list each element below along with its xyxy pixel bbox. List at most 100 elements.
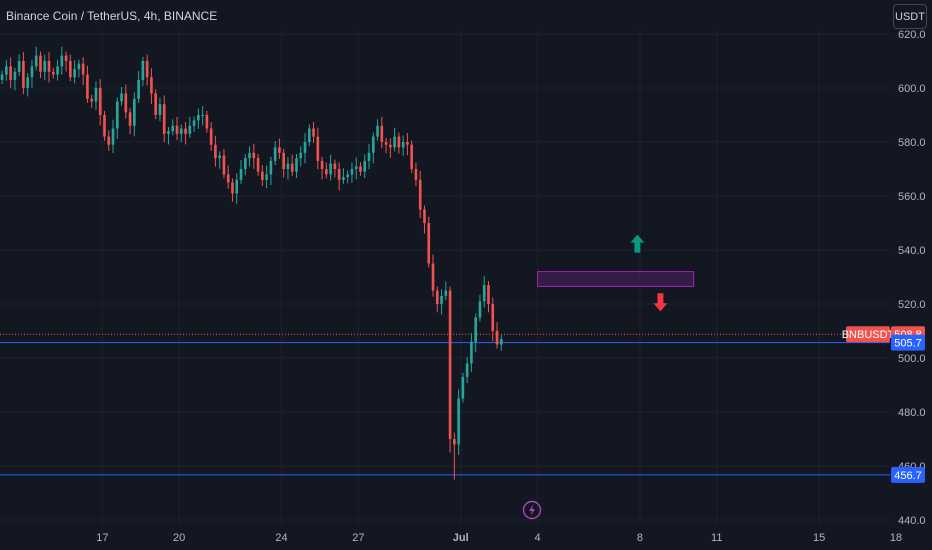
candle-body bbox=[299, 152, 303, 159]
candle-body bbox=[39, 55, 42, 72]
resistance-zone[interactable] bbox=[537, 271, 695, 287]
candle-body bbox=[218, 155, 222, 159]
arrows bbox=[630, 234, 668, 312]
chart-title: Binance Coin / TetherUS, 4h, BINANCE bbox=[6, 9, 218, 23]
candle-body bbox=[17, 61, 21, 72]
price-tick: 620.0 bbox=[898, 29, 926, 41]
time-tick: 8 bbox=[637, 532, 643, 544]
candle-body bbox=[376, 125, 379, 137]
candle-body bbox=[261, 171, 264, 180]
candle-body bbox=[103, 115, 106, 137]
candle-body bbox=[316, 136, 320, 161]
candle-body bbox=[158, 104, 162, 115]
zone-rectangle bbox=[537, 271, 695, 287]
candle-body bbox=[128, 112, 132, 126]
candle-body bbox=[303, 142, 307, 153]
price-tick: 560.0 bbox=[898, 191, 926, 203]
candle-body bbox=[491, 304, 495, 331]
candle-body bbox=[222, 155, 226, 175]
time-axis[interactable]: 17202427Jul4811151822 bbox=[96, 532, 932, 544]
candle-body bbox=[81, 63, 85, 75]
candle-body bbox=[470, 341, 473, 364]
candle-body bbox=[86, 74, 89, 99]
candle-body bbox=[457, 398, 460, 445]
candle-body bbox=[197, 115, 200, 121]
candle-body bbox=[389, 144, 392, 148]
candle-body bbox=[333, 163, 337, 169]
candle-body bbox=[265, 174, 268, 180]
candle-body bbox=[133, 98, 136, 126]
candle-body bbox=[401, 142, 405, 148]
candle-body bbox=[423, 209, 426, 223]
time-tick: 4 bbox=[534, 532, 540, 544]
level-tag-value: 505.7 bbox=[894, 338, 922, 350]
lightning-bolt bbox=[529, 504, 535, 516]
candle-body bbox=[384, 142, 388, 145]
price-axis[interactable]: 440.0460.0480.0500.0520.0540.0560.0580.0… bbox=[898, 29, 926, 527]
candle-body bbox=[380, 125, 384, 142]
candle-body bbox=[9, 66, 12, 80]
candle-body bbox=[325, 169, 328, 175]
candle-body bbox=[312, 128, 315, 137]
candle-body bbox=[342, 177, 345, 180]
candle-body bbox=[5, 66, 8, 75]
candle-body bbox=[47, 61, 51, 72]
candle-body bbox=[192, 120, 196, 126]
candle-body bbox=[90, 98, 94, 102]
candle-body bbox=[77, 63, 81, 70]
candle-body bbox=[188, 125, 192, 134]
price-tick: 520.0 bbox=[898, 299, 926, 311]
price-tick: 440.0 bbox=[898, 515, 926, 527]
candle-body bbox=[175, 125, 179, 134]
grid bbox=[0, 30, 897, 525]
candle-body bbox=[179, 128, 183, 134]
candle-body bbox=[0, 74, 4, 80]
candle-body bbox=[214, 144, 217, 159]
candle-body bbox=[440, 295, 443, 304]
candle-body bbox=[414, 169, 418, 180]
time-tick: 17 bbox=[96, 532, 108, 544]
candle-body bbox=[290, 163, 294, 172]
candle-body bbox=[273, 147, 277, 161]
time-tick: 24 bbox=[275, 532, 287, 544]
candle-body bbox=[350, 169, 354, 175]
lightning-circle bbox=[522, 500, 542, 520]
candle-body bbox=[124, 93, 128, 113]
candle-body bbox=[107, 136, 111, 145]
candle-body bbox=[73, 69, 76, 78]
currency-button[interactable]: USDT bbox=[893, 4, 927, 29]
candle-body bbox=[282, 152, 286, 169]
candle-body bbox=[478, 301, 482, 318]
candle-body bbox=[243, 158, 247, 169]
candle-body bbox=[120, 93, 123, 102]
candle-body bbox=[431, 263, 435, 291]
time-tick: 27 bbox=[352, 532, 364, 544]
candle-body bbox=[453, 439, 456, 445]
candle-body bbox=[145, 61, 149, 78]
candle-body bbox=[137, 79, 140, 99]
candle-body bbox=[406, 142, 409, 145]
horizontal-levels bbox=[0, 333, 890, 476]
candle-body bbox=[444, 290, 448, 296]
candle-body bbox=[482, 285, 486, 302]
candle-body bbox=[367, 152, 371, 161]
candle-body bbox=[111, 128, 115, 145]
candle-body bbox=[278, 147, 281, 153]
candle-body bbox=[154, 93, 158, 115]
candle-body bbox=[150, 77, 153, 94]
lightning-icon[interactable] bbox=[522, 500, 542, 520]
time-axis-bg bbox=[0, 525, 932, 550]
candle-body bbox=[320, 160, 324, 169]
candle-body bbox=[359, 166, 362, 172]
candle-body bbox=[94, 88, 98, 102]
candle-body bbox=[201, 115, 204, 116]
candle-body bbox=[184, 128, 187, 134]
candle-body bbox=[448, 290, 452, 439]
candle-body bbox=[393, 136, 396, 148]
candle-body bbox=[162, 104, 166, 134]
candles bbox=[0, 46, 503, 480]
time-tick: 11 bbox=[711, 532, 722, 544]
candle-body bbox=[51, 71, 55, 75]
candle-body bbox=[205, 115, 209, 129]
